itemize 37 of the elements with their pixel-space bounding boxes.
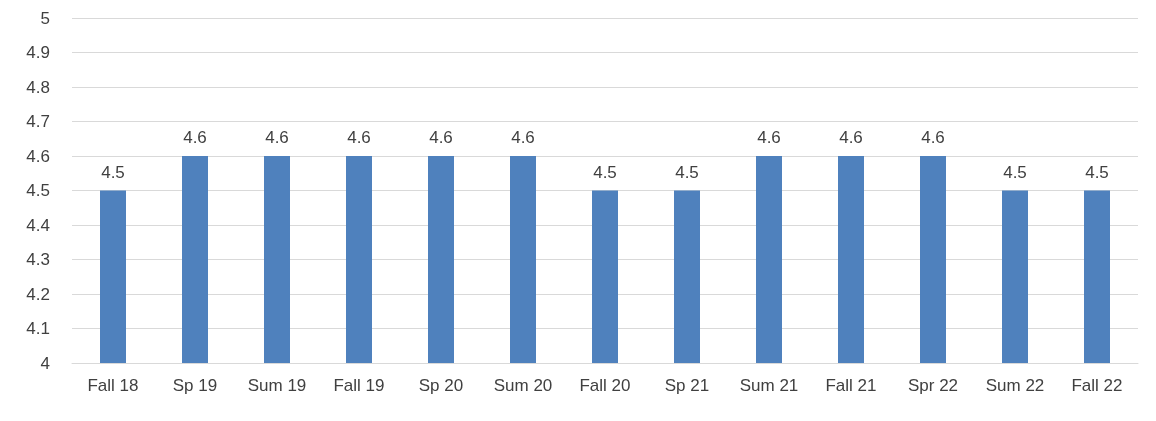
data-label: 4.6 xyxy=(511,128,535,147)
x-tick-label: Sum 19 xyxy=(247,376,307,395)
data-label: 4.5 xyxy=(675,162,699,182)
data-label: 4.6 xyxy=(757,128,781,147)
data-label: 4.6 xyxy=(839,128,863,147)
y-tick-label: 4.9 xyxy=(26,43,50,62)
x-tick-label: Fall 21 xyxy=(825,376,877,395)
y-tick-label: 4.8 xyxy=(26,77,50,97)
y-tick-label: 4.1 xyxy=(26,319,50,338)
y-tick-label: 4.2 xyxy=(26,284,50,304)
data-label: 4.6 xyxy=(347,128,371,147)
x-tick-label: Fall 22 xyxy=(1071,376,1123,395)
x-tick-label: Sum 20 xyxy=(493,376,553,395)
y-tick-label: 4.7 xyxy=(26,112,50,131)
x-tick-label: Spr 22 xyxy=(907,376,959,395)
data-label: 4.5 xyxy=(1003,162,1027,182)
x-tick-label: Sp 20 xyxy=(418,376,464,395)
data-label: 4.6 xyxy=(265,128,289,147)
x-tick-label: Sp 19 xyxy=(172,376,218,395)
data-label: 4.5 xyxy=(1085,162,1109,182)
y-tick-label: 4.3 xyxy=(26,250,50,269)
x-tick-label: Fall 19 xyxy=(333,376,385,395)
y-tick-label: 4 xyxy=(40,353,50,373)
x-tick-label: Sum 22 xyxy=(985,376,1045,395)
x-tick-label: Sp 21 xyxy=(664,376,710,395)
data-label: 4.6 xyxy=(921,128,945,147)
y-tick-label: 4.4 xyxy=(26,215,50,235)
y-tick-label: 4.6 xyxy=(26,146,50,166)
data-label: 4.5 xyxy=(593,162,617,182)
x-tick-label: Fall 18 xyxy=(87,376,139,395)
x-tick-label: Sum 21 xyxy=(739,376,799,395)
data-label: 4.5 xyxy=(101,162,125,182)
data-label: 4.6 xyxy=(183,128,207,147)
data-label: 4.6 xyxy=(429,128,453,147)
x-tick-label: Fall 20 xyxy=(579,376,631,395)
y-tick-label: 5 xyxy=(40,8,50,28)
y-tick-label: 4.5 xyxy=(26,181,50,200)
